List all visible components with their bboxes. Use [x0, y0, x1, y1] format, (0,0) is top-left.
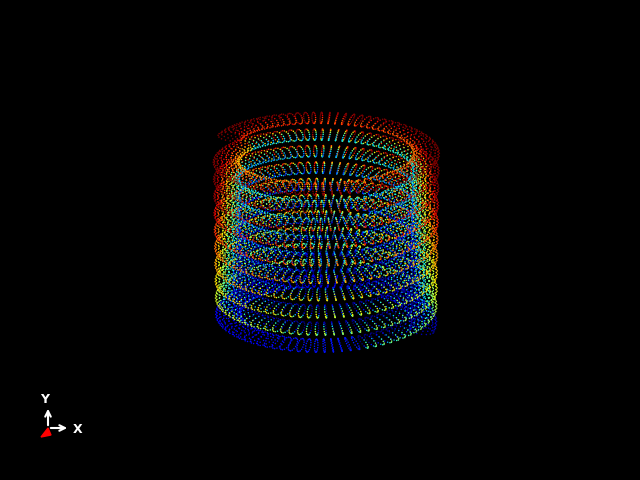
Text: X: X	[73, 423, 83, 436]
Polygon shape	[41, 428, 51, 437]
Text: Y: Y	[40, 393, 49, 406]
